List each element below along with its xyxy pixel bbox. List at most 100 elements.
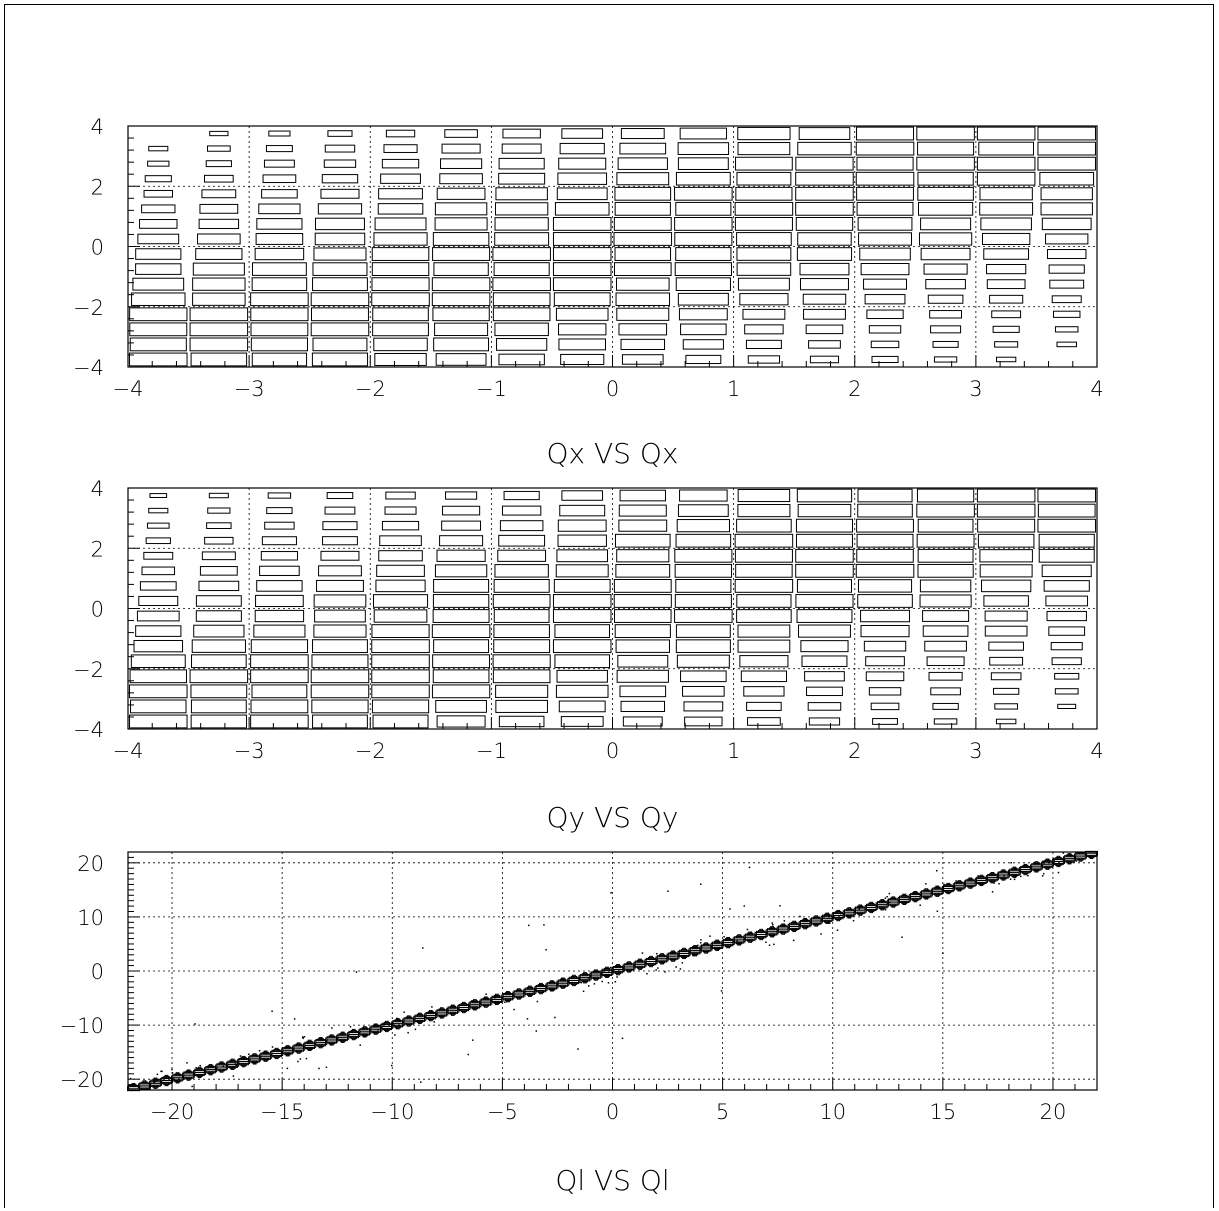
heatmap-cell [250, 654, 309, 669]
heatmap-cell [870, 702, 900, 711]
heatmap-cell [371, 639, 430, 654]
heatmap-cell [620, 338, 666, 350]
heatmap-cell [677, 157, 729, 170]
outlier-point [991, 891, 994, 893]
heatmap-cell [923, 263, 968, 275]
heatmap-cell [326, 492, 354, 500]
heatmap-cell [445, 491, 478, 500]
heatmap-cell [552, 262, 612, 276]
heatmap-cell [615, 277, 670, 291]
heatmap-cell [935, 885, 940, 888]
heatmap-cell [799, 262, 850, 276]
heatmap-cell [795, 533, 853, 548]
heatmap-cell [195, 248, 243, 260]
y-tick-label: 4 [91, 477, 104, 501]
heatmap-cell [385, 129, 416, 138]
heatmap-cell [995, 718, 1017, 725]
outlier-point [1020, 875, 1022, 878]
heatmap-cell [318, 565, 362, 577]
heatmap-cell [499, 520, 544, 532]
heatmap-cell [129, 307, 188, 322]
outlier-point [577, 1048, 579, 1050]
heatmap-cell [675, 624, 731, 638]
heatmap-cell [362, 1026, 367, 1029]
heatmap-cell [557, 534, 607, 547]
heatmap-cell [983, 595, 1029, 607]
heatmap-cell [285, 1045, 290, 1048]
outlier-point [398, 1019, 400, 1021]
heatmap-cell [189, 322, 249, 337]
heatmap-cell [145, 537, 171, 545]
heatmap-cell [759, 928, 764, 932]
heatmap-cell [677, 292, 729, 306]
heatmap-cell [615, 564, 671, 578]
heatmap-cell [1012, 866, 1017, 869]
heatmap-cell [199, 203, 239, 214]
heatmap-cell [498, 534, 546, 547]
heatmap-cell [613, 579, 672, 593]
outlier-point [485, 993, 487, 995]
outlier-point [297, 1060, 299, 1063]
heatmap-cell [351, 1028, 356, 1032]
heatmap-cell [261, 189, 298, 199]
heatmap-cell [329, 1034, 334, 1037]
heatmap-cell [371, 654, 430, 669]
heatmap-cell [847, 907, 852, 910]
heatmap-cell [129, 714, 188, 729]
heatmap-cell [976, 488, 1036, 503]
heatmap-cell [433, 337, 490, 352]
x-tick-label: 4 [1090, 739, 1103, 763]
heatmap-cell [891, 896, 896, 899]
heatmap-cell [795, 201, 854, 216]
heatmap-cell [175, 1072, 180, 1075]
heatmap-cells [127, 850, 1098, 1092]
heatmap-cell [916, 126, 975, 141]
heatmap-cell [857, 488, 913, 503]
x-tick-label: 2 [848, 377, 861, 401]
heatmap-cell [674, 548, 733, 563]
heatmap-cell [492, 594, 551, 608]
heatmap-cell [795, 518, 853, 533]
heatmap-cell [262, 174, 297, 184]
heatmap-cell [1056, 341, 1077, 348]
heatmap-cells [129, 126, 1096, 367]
heatmap-cell [674, 563, 733, 578]
heatmap-cell [1048, 264, 1085, 274]
heatmap-cell [492, 654, 551, 669]
heatmap-cell [558, 700, 606, 713]
outlier-point [528, 924, 530, 927]
heatmap-cell [930, 325, 962, 334]
heatmap-cell [381, 158, 420, 169]
outlier-point [301, 1036, 304, 1038]
heatmap-cell [734, 217, 793, 231]
heatmap-cell [649, 955, 653, 959]
outlier-point [765, 941, 767, 944]
heatmap-cell [614, 247, 672, 261]
heatmap-cell [734, 201, 794, 216]
y-tick-label: 20 [77, 852, 104, 876]
heatmap-cell [616, 172, 670, 186]
heatmap-cell [1056, 855, 1061, 859]
heatmap-cell [795, 594, 854, 608]
heatmap-cell [870, 340, 900, 349]
outlier-point [191, 1085, 193, 1088]
outlier-point [552, 989, 555, 991]
heatmap-cell [739, 655, 789, 668]
heatmap-cell [616, 549, 670, 563]
y-tick-label: 4 [91, 115, 104, 139]
heatmap-cell [795, 217, 854, 231]
panel-qx: −4 −3 −2 −1 0 1 2 3 4 −4 −2 0 2 4 Qx VS Qx [73, 115, 1104, 470]
heatmap-cell [528, 985, 532, 988]
x-tick-label: 0 [606, 739, 619, 763]
heatmap-cell [860, 263, 910, 276]
outlier-point [675, 966, 677, 968]
heatmap-cell [311, 352, 369, 367]
heatmap-cell [313, 247, 367, 261]
heatmap-cell [493, 624, 550, 638]
x-tick-label: −1 [476, 377, 507, 401]
outlier-point [495, 995, 497, 998]
heatmap-cell [384, 506, 417, 515]
heatmap-cell [250, 714, 309, 729]
heatmap-cell [747, 355, 781, 364]
heatmap-cell [917, 548, 974, 563]
